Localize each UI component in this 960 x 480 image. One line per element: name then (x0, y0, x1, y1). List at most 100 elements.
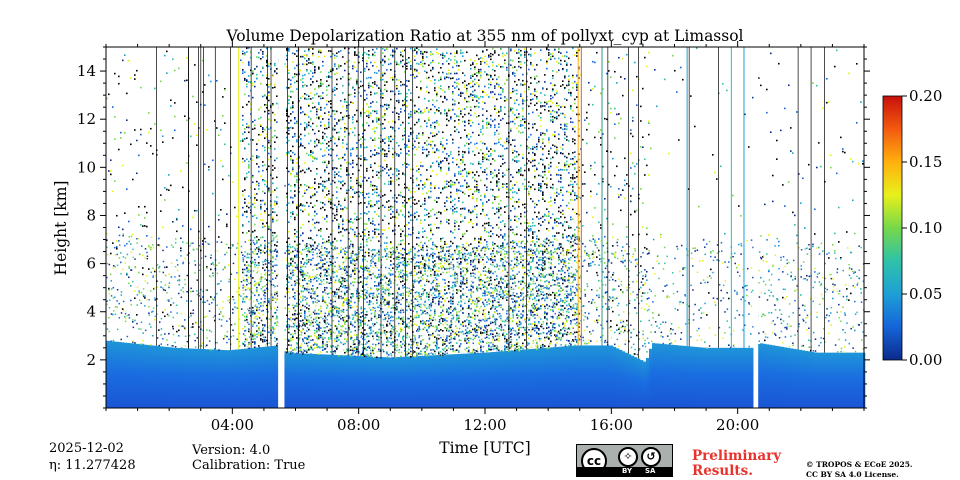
noise-point (250, 256, 253, 259)
noise-point (340, 187, 342, 190)
noise-point (266, 181, 268, 183)
noise-point (392, 54, 394, 57)
noise-point (294, 218, 296, 221)
noise-point (308, 259, 310, 261)
noise-point (178, 329, 180, 332)
noise-point (310, 196, 312, 199)
noise-point (324, 196, 326, 199)
noise-point (398, 261, 400, 264)
noise-point (354, 326, 356, 328)
noise-point (232, 181, 234, 183)
noise-point (248, 287, 250, 289)
noise-point (360, 243, 362, 245)
noise-point (392, 293, 394, 295)
noise-point (166, 246, 168, 248)
noise-point (312, 325, 315, 327)
noise-point (342, 319, 345, 322)
noise-point (384, 183, 386, 185)
noise-point (262, 145, 264, 147)
noise-point (258, 284, 260, 286)
noise-point (390, 286, 392, 288)
noise-point (228, 278, 231, 280)
noise-point (342, 85, 344, 87)
noise-point (314, 145, 316, 148)
noise-point (146, 299, 149, 301)
noise-point (260, 277, 263, 280)
noise-point (308, 291, 310, 294)
noise-point (310, 195, 312, 198)
noise-point (316, 168, 318, 170)
noise-point (188, 316, 190, 318)
noise-point (138, 271, 140, 274)
noise-point (262, 56, 264, 58)
noise-point (296, 346, 298, 349)
heatmap-column (211, 349, 215, 408)
noise-point (338, 268, 340, 271)
noise-point (386, 313, 388, 315)
noise-point (276, 315, 278, 318)
noise-point (354, 260, 356, 262)
noise-point (382, 318, 385, 321)
noise-point (330, 206, 332, 209)
noise-point (358, 157, 360, 160)
noise-point (212, 298, 214, 300)
noise-point (144, 280, 146, 282)
noise-point (258, 133, 260, 136)
heatmap-column (109, 341, 113, 408)
noise-point (386, 90, 388, 92)
noise-point (382, 296, 384, 298)
noise-point (336, 186, 338, 189)
noise-point (346, 219, 348, 221)
noise-point (316, 301, 319, 304)
noise-point (348, 348, 350, 351)
noise-point (244, 52, 246, 54)
noise-point (374, 191, 376, 194)
noise-point (222, 315, 224, 317)
noise-point (342, 220, 344, 222)
heatmap-column (640, 360, 644, 408)
noise-point (324, 344, 327, 347)
noise-point (288, 277, 291, 280)
noise-point (330, 276, 332, 278)
noise-point (246, 266, 248, 269)
noise-point (244, 330, 246, 332)
noise-point (300, 123, 302, 125)
noise-point (326, 147, 328, 149)
noise-point (136, 238, 138, 240)
noise-point (268, 86, 270, 88)
noise-point (310, 47, 312, 49)
noise-point (370, 164, 372, 166)
noise-point (398, 311, 400, 313)
noise-point (170, 297, 173, 300)
noise-point (310, 202, 312, 204)
noise-point (390, 260, 392, 262)
noise-point (394, 332, 397, 334)
noise-point (374, 139, 376, 141)
noise-point (130, 285, 132, 287)
noise-point (144, 305, 146, 307)
noise-point (372, 193, 374, 195)
noise-point (122, 300, 125, 303)
noise-point (244, 79, 246, 81)
noise-point (308, 250, 310, 253)
noise-point (298, 303, 301, 306)
noise-point (374, 312, 376, 314)
noise-point (324, 112, 326, 114)
noise-point (288, 115, 290, 118)
noise-point (288, 202, 290, 204)
noise-point (210, 257, 212, 259)
noise-point (308, 121, 310, 124)
noise-point (360, 312, 363, 314)
noise-point (254, 316, 257, 318)
noise-point (398, 252, 400, 254)
noise-point (388, 206, 390, 209)
noise-point (378, 281, 380, 284)
noise-point (376, 121, 378, 123)
noise-point (350, 255, 353, 257)
noise-point (220, 319, 223, 321)
noise-point (350, 321, 352, 323)
noise-point (342, 343, 345, 346)
noise-point (286, 265, 288, 267)
noise-point (362, 309, 364, 312)
noise-point (342, 279, 344, 282)
